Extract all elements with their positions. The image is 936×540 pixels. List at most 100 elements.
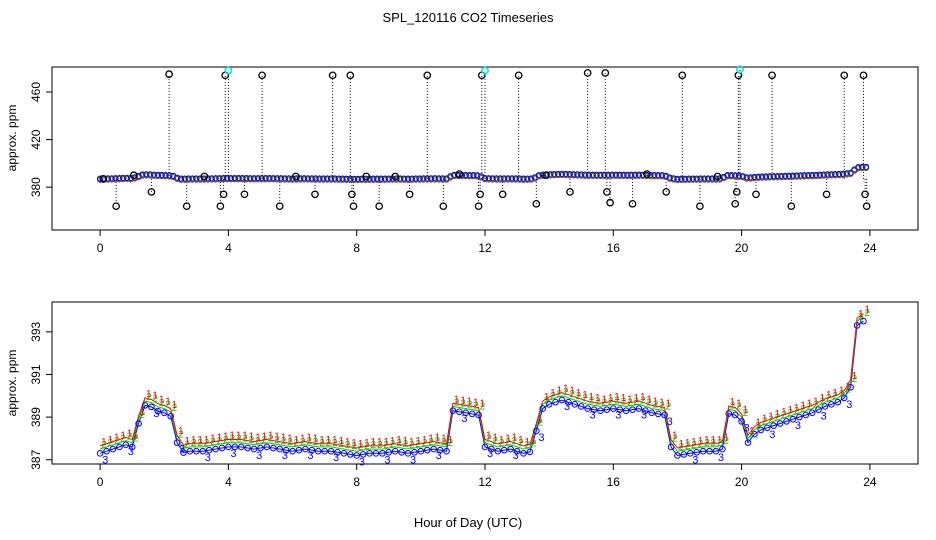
- baseline-point: [809, 171, 816, 179]
- baseline-point: [227, 174, 235, 182]
- series-label: 2: [358, 442, 364, 453]
- series-label: 2: [364, 441, 370, 452]
- series-label: 3: [667, 416, 673, 428]
- series-label: 1: [550, 388, 556, 399]
- series-label: 2: [698, 439, 704, 450]
- baseline-point: [835, 170, 843, 178]
- series-label: 2: [864, 308, 870, 319]
- series-point: [456, 408, 463, 416]
- baseline-point: [131, 174, 138, 181]
- series-point: [282, 446, 290, 454]
- series-point: [603, 406, 611, 413]
- series-point: [757, 426, 765, 434]
- baseline-point: [123, 174, 131, 182]
- series-point: [218, 444, 226, 452]
- series-label: 1: [781, 407, 787, 418]
- baseline-point: [370, 175, 377, 182]
- baseline-point: [162, 171, 169, 179]
- baseline-point: [535, 172, 542, 179]
- baseline-point: [855, 164, 862, 171]
- series-point: [154, 407, 162, 415]
- series-label: 1: [820, 393, 826, 404]
- series-point: [116, 443, 123, 451]
- series-label: 1: [512, 433, 518, 444]
- series-label: 3: [821, 411, 827, 423]
- series-label: 2: [589, 395, 595, 406]
- series-label: 2: [711, 438, 717, 449]
- series-label: 2: [518, 438, 524, 449]
- series-label: 2: [537, 418, 543, 429]
- baseline-point: [674, 175, 681, 182]
- baseline-point: [770, 173, 777, 180]
- series-point: [237, 443, 245, 451]
- series-point: [109, 445, 117, 453]
- baseline-point: [335, 175, 342, 182]
- series-label: 1: [864, 305, 870, 316]
- baseline-point: [462, 171, 469, 179]
- series-label: 2: [614, 395, 620, 406]
- series-label: 2: [531, 439, 537, 450]
- baseline-point: [485, 175, 492, 182]
- series-label: 2: [550, 391, 556, 402]
- series-label: 1: [595, 393, 601, 404]
- x-tick-label: 0: [97, 241, 104, 255]
- series-label: 1: [749, 426, 755, 437]
- raw-point: [606, 198, 614, 207]
- series-label: 2: [217, 436, 223, 447]
- baseline-point: [243, 175, 250, 182]
- series-label: 2: [210, 437, 216, 448]
- baseline-point: [562, 170, 569, 178]
- baseline-point: [428, 175, 435, 182]
- series-label: 2: [197, 438, 203, 449]
- raw-point: [474, 202, 483, 211]
- raw-point: [240, 190, 249, 199]
- baseline-point: [747, 174, 754, 181]
- baseline-point: [235, 174, 242, 182]
- baseline-point: [658, 172, 666, 179]
- raw-point: [405, 190, 414, 199]
- series-point: [789, 415, 797, 423]
- baseline-point: [143, 171, 150, 178]
- series-label: 1: [326, 435, 332, 446]
- series-label: 2: [749, 429, 755, 440]
- series-point: [513, 447, 521, 455]
- series-label: 2: [377, 440, 383, 451]
- raw-point: [731, 199, 740, 208]
- series-label: 1: [101, 437, 107, 448]
- series-label: 1: [537, 415, 543, 426]
- series-point: [609, 405, 617, 412]
- series-point: [642, 407, 649, 415]
- series-label: 1: [448, 435, 454, 446]
- series-label: 2: [371, 440, 377, 451]
- baseline-point: [785, 172, 793, 179]
- series-label: 2: [390, 439, 396, 450]
- series-label: 2: [576, 391, 582, 402]
- series-point: [417, 447, 425, 455]
- baseline-point: [697, 175, 704, 182]
- baseline-point: [489, 175, 496, 182]
- series-label: 1: [569, 386, 575, 397]
- baseline-point: [635, 171, 643, 178]
- series-label: 2: [813, 400, 819, 411]
- series-label: 1: [165, 396, 171, 407]
- series-point: [295, 446, 303, 454]
- series-label: 2: [505, 437, 511, 448]
- baseline-point: [682, 175, 689, 182]
- y-tick-label: 460: [29, 82, 43, 102]
- raw-point: [165, 70, 173, 78]
- baseline-point: [508, 175, 516, 182]
- series-point: [545, 401, 553, 408]
- series-label: 2: [120, 434, 126, 445]
- baseline-point: [816, 171, 823, 178]
- series-label: 1: [852, 371, 858, 382]
- series-point: [776, 420, 784, 427]
- series-label: 2: [832, 391, 838, 402]
- baseline-point: [632, 171, 639, 178]
- baseline-point: [262, 174, 269, 182]
- series-point: [507, 445, 514, 453]
- series-label: 2: [659, 401, 665, 412]
- series-label: 2: [255, 436, 261, 447]
- series-label: 1: [428, 434, 434, 445]
- series-point: [667, 443, 675, 451]
- series-point: [699, 447, 707, 455]
